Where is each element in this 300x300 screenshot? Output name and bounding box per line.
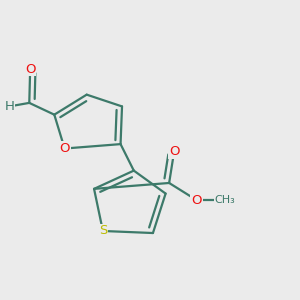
Text: O: O xyxy=(59,142,70,155)
Text: H: H xyxy=(4,100,14,113)
Text: O: O xyxy=(191,194,202,207)
Text: S: S xyxy=(99,224,107,238)
Text: O: O xyxy=(169,145,179,158)
Text: CH₃: CH₃ xyxy=(215,195,236,205)
Text: O: O xyxy=(25,62,35,76)
